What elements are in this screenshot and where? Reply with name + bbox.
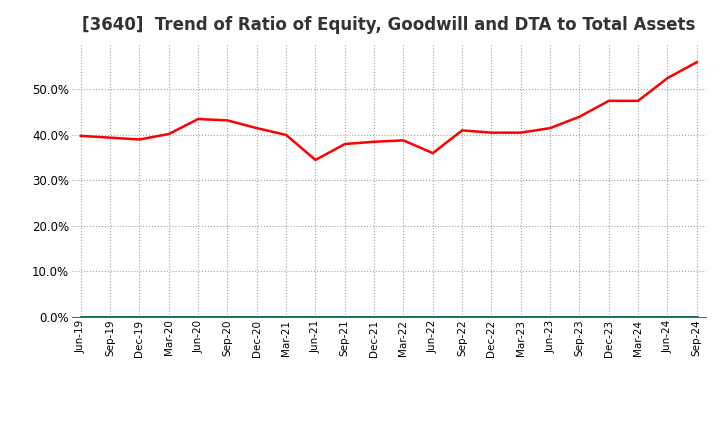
Equity (370, 139, 379, 144)
Equity (693, 59, 701, 65)
Goodwill (311, 314, 320, 319)
Line: Equity: Equity (81, 62, 697, 160)
Equity (76, 133, 85, 139)
Deferred Tax Assets (487, 314, 496, 319)
Deferred Tax Assets (106, 314, 114, 319)
Equity (458, 128, 467, 133)
Goodwill (487, 314, 496, 319)
Goodwill (516, 314, 525, 319)
Equity (282, 132, 290, 138)
Deferred Tax Assets (341, 314, 349, 319)
Goodwill (546, 314, 554, 319)
Deferred Tax Assets (634, 314, 642, 319)
Goodwill (634, 314, 642, 319)
Deferred Tax Assets (516, 314, 525, 319)
Goodwill (399, 314, 408, 319)
Equity (634, 98, 642, 103)
Equity (428, 150, 437, 156)
Equity (487, 130, 496, 136)
Deferred Tax Assets (605, 314, 613, 319)
Goodwill (76, 314, 85, 319)
Deferred Tax Assets (370, 314, 379, 319)
Equity (135, 137, 144, 142)
Equity (516, 130, 525, 136)
Deferred Tax Assets (194, 314, 202, 319)
Goodwill (223, 314, 232, 319)
Title: [3640]  Trend of Ratio of Equity, Goodwill and DTA to Total Assets: [3640] Trend of Ratio of Equity, Goodwil… (82, 16, 696, 34)
Deferred Tax Assets (663, 314, 672, 319)
Goodwill (341, 314, 349, 319)
Equity (311, 157, 320, 162)
Equity (399, 138, 408, 143)
Goodwill (106, 314, 114, 319)
Legend: Equity, Goodwill, Deferred Tax Assets: Equity, Goodwill, Deferred Tax Assets (183, 438, 595, 440)
Deferred Tax Assets (458, 314, 467, 319)
Deferred Tax Assets (575, 314, 584, 319)
Goodwill (164, 314, 173, 319)
Deferred Tax Assets (223, 314, 232, 319)
Equity (106, 135, 114, 140)
Goodwill (282, 314, 290, 319)
Equity (164, 132, 173, 137)
Goodwill (575, 314, 584, 319)
Deferred Tax Assets (282, 314, 290, 319)
Goodwill (458, 314, 467, 319)
Equity (223, 118, 232, 123)
Deferred Tax Assets (428, 314, 437, 319)
Deferred Tax Assets (164, 314, 173, 319)
Equity (575, 114, 584, 119)
Equity (663, 76, 672, 81)
Deferred Tax Assets (135, 314, 144, 319)
Equity (341, 141, 349, 147)
Goodwill (370, 314, 379, 319)
Deferred Tax Assets (253, 314, 261, 319)
Equity (194, 116, 202, 121)
Goodwill (605, 314, 613, 319)
Equity (605, 98, 613, 103)
Goodwill (428, 314, 437, 319)
Goodwill (194, 314, 202, 319)
Goodwill (663, 314, 672, 319)
Deferred Tax Assets (546, 314, 554, 319)
Equity (546, 125, 554, 131)
Deferred Tax Assets (311, 314, 320, 319)
Equity (253, 125, 261, 131)
Deferred Tax Assets (76, 314, 85, 319)
Deferred Tax Assets (399, 314, 408, 319)
Goodwill (135, 314, 144, 319)
Goodwill (693, 314, 701, 319)
Goodwill (253, 314, 261, 319)
Deferred Tax Assets (693, 314, 701, 319)
